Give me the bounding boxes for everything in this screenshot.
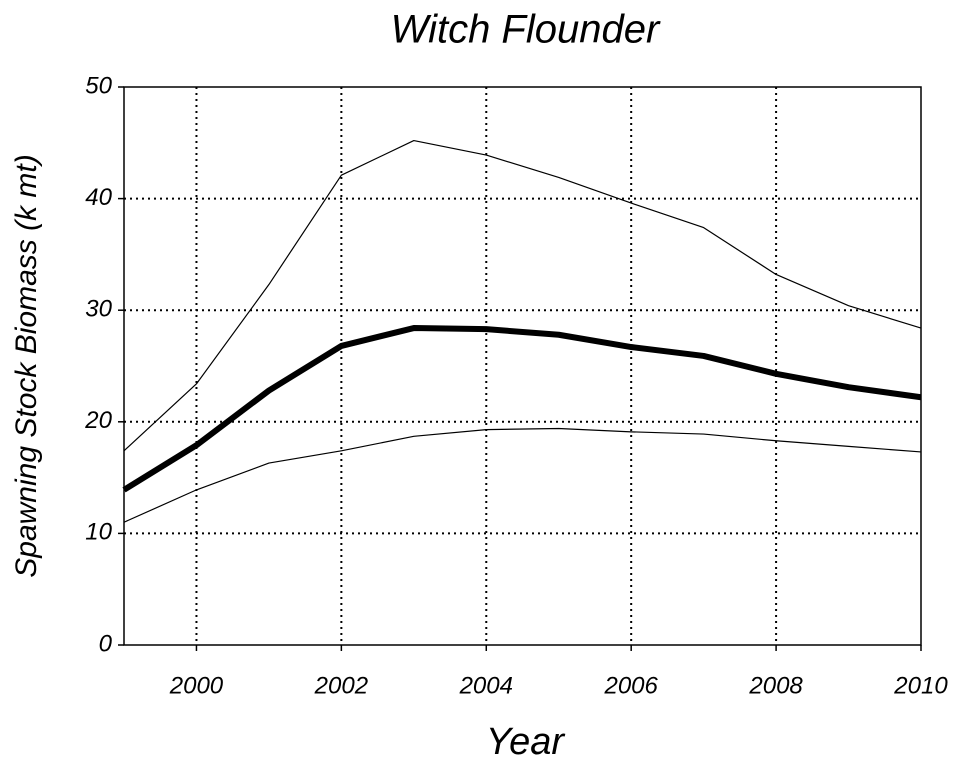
plot-frame xyxy=(123,86,922,646)
x-tick-label: 2010 xyxy=(893,672,948,699)
y-tick-label: 10 xyxy=(85,519,112,546)
x-tick-label: 2004 xyxy=(459,672,513,699)
series-line xyxy=(122,325,922,493)
chart-title: Witch Flounder xyxy=(391,8,661,52)
x-tick-label: 2006 xyxy=(603,672,658,699)
x-axis-label: Year xyxy=(486,721,566,763)
y-tick-label: 40 xyxy=(85,184,112,211)
x-tick-label: 2002 xyxy=(314,672,368,699)
series-line xyxy=(123,427,922,523)
y-tick-label: 30 xyxy=(85,296,112,323)
y-tick-label: 50 xyxy=(85,72,112,99)
x-tick-label: 2008 xyxy=(748,672,803,699)
y-tick-label: 20 xyxy=(84,407,112,434)
series-line xyxy=(123,139,922,452)
y-axis-label: Spawning Stock Biomass (k mt) xyxy=(10,154,43,577)
x-tick-label: 2000 xyxy=(169,672,224,699)
y-tick-label: 0 xyxy=(99,630,113,657)
